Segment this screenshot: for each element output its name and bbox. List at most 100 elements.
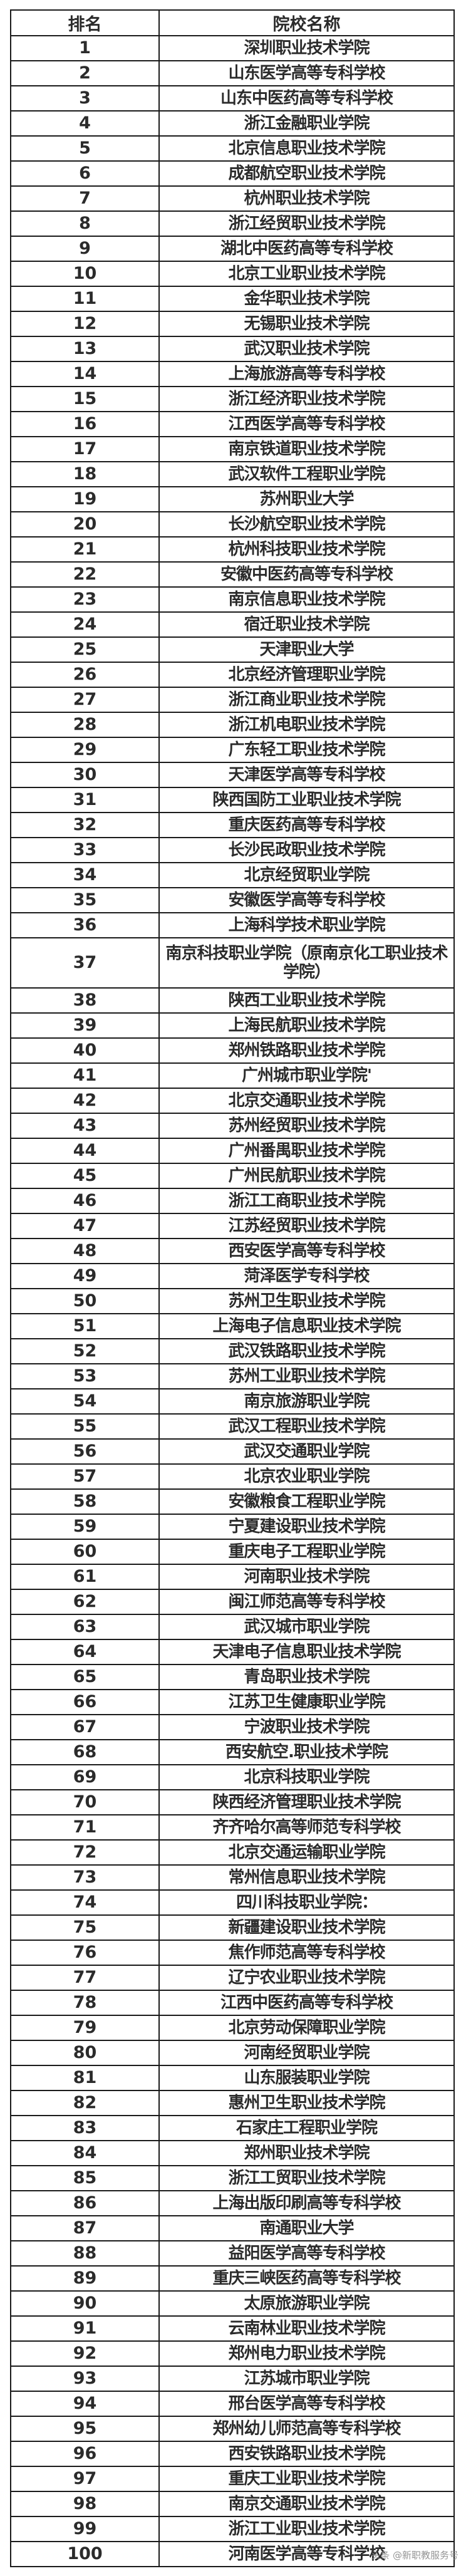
school-name-cell: 深圳职业技术学院 xyxy=(158,35,455,61)
table-row: 1 深圳职业技术学院 xyxy=(10,35,455,61)
table-row: 40 郑州铁路职业技术学院 xyxy=(10,1037,455,1064)
school-name-cell: 北京工业职业技术学院 xyxy=(158,261,455,287)
school-name-cell: 山东服装职业学院 xyxy=(158,2065,455,2091)
school-name-cell: 浙江机电职业技术学院 xyxy=(158,712,455,738)
school-name-cell: 湖北中医药高等专科学校 xyxy=(158,236,455,262)
school-name-cell: 浙江金融职业学院 xyxy=(158,110,455,137)
rank-cell: 67 xyxy=(10,1714,160,1740)
rank-cell: 40 xyxy=(10,1037,160,1064)
rank-cell: 60 xyxy=(10,1539,160,1565)
table-row: 22 安徽中医药高等专科学校 xyxy=(10,561,455,588)
rank-cell: 52 xyxy=(10,1338,160,1364)
school-name-cell: 浙江经贸职业技术学院 xyxy=(158,210,455,237)
table-row: 30 天津医学高等专科学校 xyxy=(10,762,455,788)
rank-cell: 70 xyxy=(10,1789,160,1815)
table-row: 96 西安铁路职业技术学院 xyxy=(10,2441,455,2467)
rank-cell: 100 xyxy=(10,2541,160,2567)
rank-cell: 44 xyxy=(10,1138,160,1164)
watermark: 头条 @新职教服务号 xyxy=(371,2550,458,2561)
school-name-cell: 南京铁道职业技术学院 xyxy=(158,436,455,462)
rank-cell: 43 xyxy=(10,1113,160,1139)
school-name-cell: 浙江经济职业技术学院 xyxy=(158,386,455,412)
school-name-cell: 菏泽医学专科学校 xyxy=(158,1263,455,1289)
rank-cell: 75 xyxy=(10,1914,160,1941)
rank-cell: 42 xyxy=(10,1088,160,1114)
school-name-cell: 青岛职业技术学院 xyxy=(158,1664,455,1690)
rank-cell: 29 xyxy=(10,737,160,763)
school-name-cell: 齐齐哈尔高等师范专科学校 xyxy=(158,1814,455,1841)
rank-cell: 66 xyxy=(10,1689,160,1715)
school-name-cell: 南京科技职业学院（原南京化工职业技术学院） xyxy=(158,937,455,989)
school-name-cell: 天津电子信息职业技术学院 xyxy=(158,1639,455,1665)
rank-cell: 28 xyxy=(10,712,160,738)
school-name-cell: 邢台医学高等专科学校 xyxy=(158,2391,455,2417)
rank-cell: 65 xyxy=(10,1664,160,1690)
rank-cell: 55 xyxy=(10,1413,160,1440)
school-name-cell: 武汉交通职业学院 xyxy=(158,1438,455,1465)
rank-cell: 83 xyxy=(10,2115,160,2141)
school-name-cell: 浙江工商职业技术学院 xyxy=(158,1188,455,1214)
rank-cell: 59 xyxy=(10,1514,160,1540)
school-name-cell: 天津职业大学 xyxy=(158,636,455,663)
table-row: 55 武汉工程职业技术学院 xyxy=(10,1413,455,1440)
school-name-cell: 重庆三峡医药高等专科学校 xyxy=(158,2265,455,2292)
table-row: 69 北京科技职业学院 xyxy=(10,1764,455,1790)
school-name-cell: 河南经贸职业学院 xyxy=(158,2040,455,2066)
rank-cell: 24 xyxy=(10,611,160,638)
school-name-cell: 山东中医药高等专科学校 xyxy=(158,85,455,112)
school-name-cell: 郑州电力职业技术学院 xyxy=(158,2340,455,2367)
table-row: 51 上海电子信息职业技术学院 xyxy=(10,1313,455,1339)
rank-cell: 85 xyxy=(10,2165,160,2191)
table-row: 4 浙江金融职业学院 xyxy=(10,110,455,137)
rank-cell: 32 xyxy=(10,812,160,838)
table-row: 73 常州信息职业技术学院 xyxy=(10,1864,455,1891)
rank-cell: 72 xyxy=(10,1839,160,1866)
table-row: 79 北京劳动保障职业学院 xyxy=(10,2015,455,2041)
rank-cell: 37 xyxy=(10,937,160,989)
rank-cell: 92 xyxy=(10,2340,160,2367)
table-row: 62 闽江师范高等专科学校 xyxy=(10,1589,455,1615)
school-name-cell: 山东医学高等专科学校 xyxy=(158,60,455,86)
rank-cell: 97 xyxy=(10,2466,160,2492)
school-name-cell: 益阳医学高等专科学校 xyxy=(158,2240,455,2267)
rank-cell: 22 xyxy=(10,561,160,588)
school-name-cell: 宁夏建设职业技术学院 xyxy=(158,1514,455,1540)
rank-cell: 91 xyxy=(10,2315,160,2342)
school-name-cell: 上海旅游高等专科学校 xyxy=(158,361,455,387)
table-row: 94 邢台医学高等专科学校 xyxy=(10,2391,455,2417)
rank-cell: 23 xyxy=(10,586,160,613)
table-row: 72 北京交通运输职业学院 xyxy=(10,1839,455,1866)
rank-cell: 7 xyxy=(10,185,160,212)
table-row: 49 菏泽医学专科学校 xyxy=(10,1263,455,1289)
rank-cell: 62 xyxy=(10,1589,160,1615)
rank-cell: 88 xyxy=(10,2240,160,2267)
school-name-cell: 陕西工业职业技术学院 xyxy=(158,987,455,1014)
rank-cell: 69 xyxy=(10,1764,160,1790)
school-name-cell: 石家庄工程职业学院 xyxy=(158,2115,455,2141)
school-name-cell: 新疆建设职业技术学院 xyxy=(158,1914,455,1941)
rank-cell: 21 xyxy=(10,536,160,563)
school-name-cell: 西安航空.职业技术学院 xyxy=(158,1739,455,1765)
rank-cell: 68 xyxy=(10,1739,160,1765)
rank-cell: 17 xyxy=(10,436,160,462)
school-name-cell: 江西中医药高等专科学校 xyxy=(158,1990,455,2016)
table-row: 80 河南经贸职业学院 xyxy=(10,2040,455,2066)
school-name-cell: 重庆电子工程职业学院 xyxy=(158,1539,455,1565)
table-row: 100 河南医学高等专科学校 xyxy=(10,2541,455,2567)
table-row: 17 南京铁道职业技术学院 xyxy=(10,436,455,462)
school-name-cell: 长沙航空职业技术学院 xyxy=(158,511,455,538)
table-row: 8 浙江经贸职业技术学院 xyxy=(10,210,455,237)
school-name-cell: 陕西经济管理职业技术学院 xyxy=(158,1789,455,1815)
school-name-cell: 南通职业大学 xyxy=(158,2215,455,2241)
table-row: 42 北京交通职业技术学院 xyxy=(10,1088,455,1114)
school-name-cell: 闽江师范高等专科学校 xyxy=(158,1589,455,1615)
rank-cell: 56 xyxy=(10,1438,160,1465)
table-row: 45 广州民航职业技术学院 xyxy=(10,1163,455,1189)
rank-cell: 10 xyxy=(10,261,160,287)
school-name-cell: 苏州职业大学 xyxy=(158,486,455,512)
table-row: 83 石家庄工程职业学院 xyxy=(10,2115,455,2141)
school-name-cell: 金华职业技术学院 xyxy=(158,286,455,312)
rank-cell: 58 xyxy=(10,1488,160,1515)
rank-cell: 99 xyxy=(10,2516,160,2542)
table-row: 3 山东中医药高等专科学校 xyxy=(10,85,455,112)
